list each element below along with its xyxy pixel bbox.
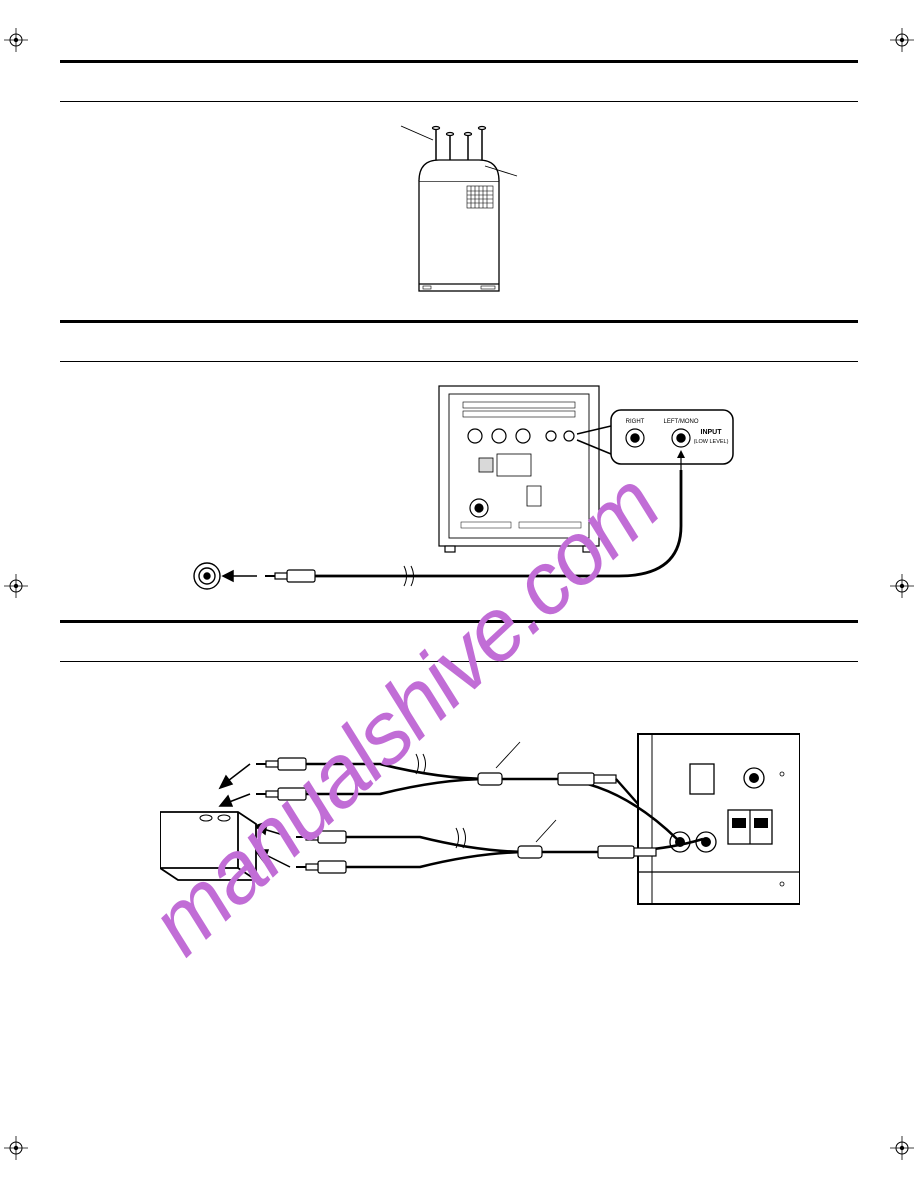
registration-mark-bl (4, 1136, 28, 1160)
rule-2b (60, 361, 858, 362)
figure-speaker-top (60, 116, 858, 306)
registration-mark-br (890, 1136, 914, 1160)
registration-mark-tr (890, 28, 914, 52)
rule-1b (60, 101, 858, 102)
registration-mark-tl (4, 28, 28, 52)
callout-right: RIGHT (626, 419, 645, 425)
registration-mark-ml (4, 574, 28, 598)
callout-lowlevel: (LOW LEVEL) (694, 439, 729, 445)
figure-subwoofer-connection: RIGHT LEFT/MONO INPUT (LOW LEVEL) (60, 376, 858, 606)
callout-input: INPUT (701, 429, 723, 436)
registration-mark-mr (890, 574, 914, 598)
figure-y-cables (60, 724, 858, 924)
callout-leftmono: LEFT/MONO (663, 419, 698, 425)
page-content: RIGHT LEFT/MONO INPUT (LOW LEVEL) (60, 60, 858, 1128)
